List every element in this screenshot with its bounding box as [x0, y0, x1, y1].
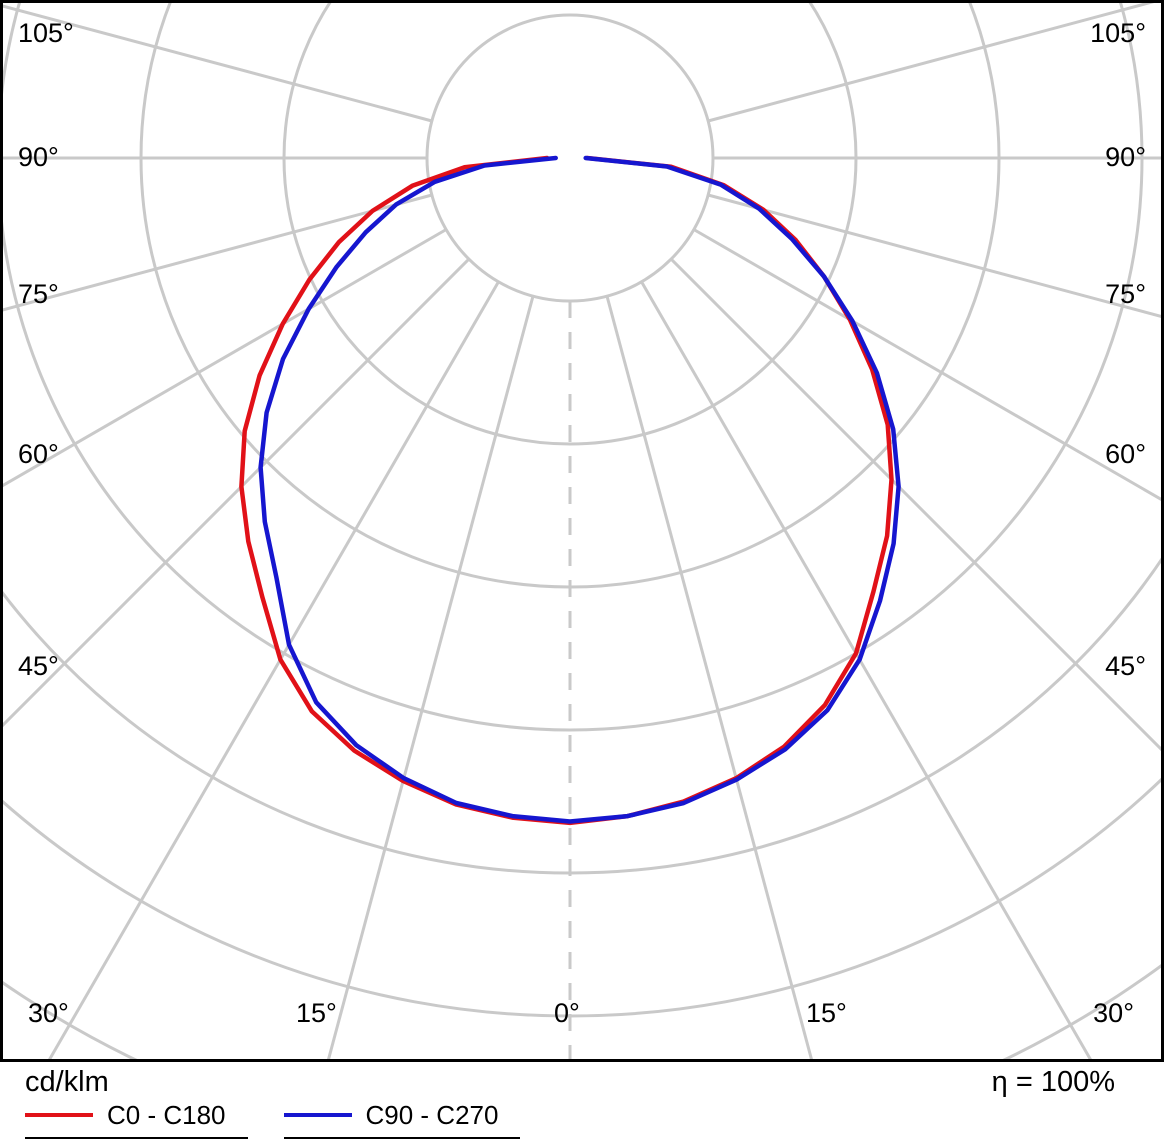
angle-label-bottom-right-30: 30°: [1093, 998, 1134, 1028]
angle-label-left-90: 90°: [18, 142, 59, 172]
chart-footer: cd/klm η = 100% C0 - C180 C90 - C270: [0, 1062, 1164, 1140]
legend-swatch-c0-c180: [25, 1113, 93, 1117]
legend-swatch-c90-c270: [283, 1113, 352, 1117]
polar-chart: [0, 0, 1164, 1062]
angle-label-right-105: 105°: [1090, 18, 1146, 48]
angle-label-right-75: 75°: [1105, 279, 1146, 309]
angle-label-bottom-left-15: 15°: [296, 998, 337, 1028]
legend-label-c0-c180: C0 - C180: [107, 1100, 226, 1130]
angle-label-bottom-right-15: 15°: [806, 998, 847, 1028]
legend-item-c90-c270: C90 - C270: [283, 1100, 521, 1139]
efficiency-label: η = 100%: [991, 1066, 1115, 1098]
angle-label-right-60: 60°: [1105, 439, 1146, 469]
angle-label-left-105: 105°: [18, 18, 74, 48]
polar-plot-area: 105° 90° 75° 60° 45° 105° 90° 75° 60° 45…: [0, 0, 1164, 1062]
unit-label: cd/klm: [25, 1066, 109, 1098]
angle-label-right-90: 90°: [1105, 142, 1146, 172]
angle-label-right-45: 45°: [1105, 651, 1146, 681]
legend-label-c90-c270: C90 - C270: [365, 1100, 499, 1130]
angle-label-bottom-left-30: 30°: [28, 998, 69, 1028]
angle-label-left-45: 45°: [18, 651, 59, 681]
angle-label-left-75: 75°: [18, 279, 59, 309]
legend-item-c0-c180: C0 - C180: [25, 1102, 248, 1139]
angle-label-left-60: 60°: [18, 439, 59, 469]
legend: C0 - C180 C90 - C270: [25, 1100, 521, 1139]
angle-label-bottom-0: 0°: [554, 998, 580, 1028]
